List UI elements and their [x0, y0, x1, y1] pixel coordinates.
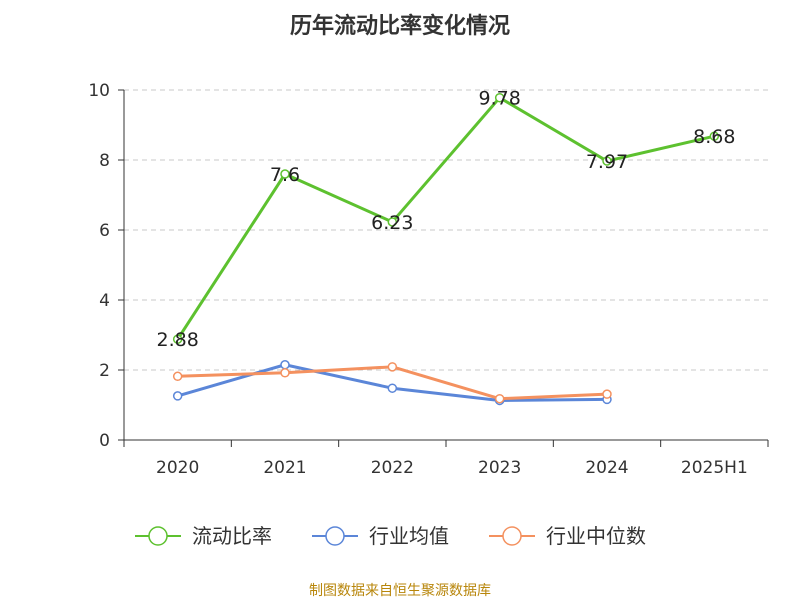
data-point — [280, 368, 290, 378]
data-label: 7.97 — [586, 151, 628, 173]
data-point — [387, 383, 398, 393]
data-point — [280, 360, 290, 370]
data-point — [172, 371, 183, 382]
data-labels: 2.88 7.6 6.23 9.78 7.97 8.68 — [157, 88, 736, 352]
data-point — [387, 217, 398, 227]
data-point — [172, 391, 183, 401]
legend-label: 流动比率 — [192, 524, 272, 548]
data-label: 9.78 — [479, 88, 521, 110]
series-3 — [172, 362, 612, 404]
x-tick-label: 2025H1 — [681, 458, 748, 478]
series-line — [176, 96, 715, 341]
data-point — [172, 334, 183, 344]
data-point — [602, 156, 612, 166]
y-tick-label: 0 — [99, 431, 110, 451]
series-layer — [172, 92, 720, 406]
data-point — [494, 92, 505, 103]
legend-label: 行业均值 — [369, 524, 449, 548]
data-point — [602, 389, 612, 399]
series-line — [177, 365, 608, 401]
data-point — [494, 393, 505, 404]
series-1 — [172, 92, 720, 344]
data-label: 7.6 — [270, 164, 300, 186]
y-tick-label: 6 — [99, 221, 110, 241]
chart-title: 历年流动比率变化情况 — [290, 13, 510, 39]
data-label: 8.68 — [693, 126, 735, 148]
legend-item: 行业中位数 — [489, 524, 646, 548]
data-label: 6.23 — [371, 212, 413, 234]
x-tick-label: 2020 — [156, 458, 199, 478]
legend-marker — [502, 526, 522, 546]
data-point — [387, 362, 398, 372]
data-label: 2.88 — [157, 329, 199, 351]
gridlines — [124, 89, 768, 371]
y-tick-label: 2 — [99, 361, 110, 381]
source-note: 制图数据来自恒生聚源数据库 — [309, 583, 491, 599]
y-tick-label: 4 — [99, 291, 110, 311]
x-tick-label: 2023 — [478, 458, 521, 478]
x-tick-label: 2021 — [263, 458, 306, 478]
legend-marker — [148, 526, 168, 546]
data-point — [280, 169, 290, 179]
legend: 流动比率 行业均值 行业中位数 — [135, 524, 646, 548]
y-tick-label: 10 — [88, 81, 110, 101]
axes: 0 2 4 6 8 10 2020 2021 2022 2023 2024 2025H1 — [88, 81, 769, 478]
data-point — [709, 131, 720, 141]
y-tick-label: 8 — [99, 151, 110, 171]
legend-item: 流动比率 — [135, 524, 272, 548]
legend-label: 行业中位数 — [546, 524, 646, 548]
legend-item: 行业均值 — [312, 524, 449, 548]
x-tick-label: 2024 — [585, 458, 628, 478]
legend-marker — [325, 526, 345, 546]
x-tick-label: 2022 — [371, 458, 414, 478]
